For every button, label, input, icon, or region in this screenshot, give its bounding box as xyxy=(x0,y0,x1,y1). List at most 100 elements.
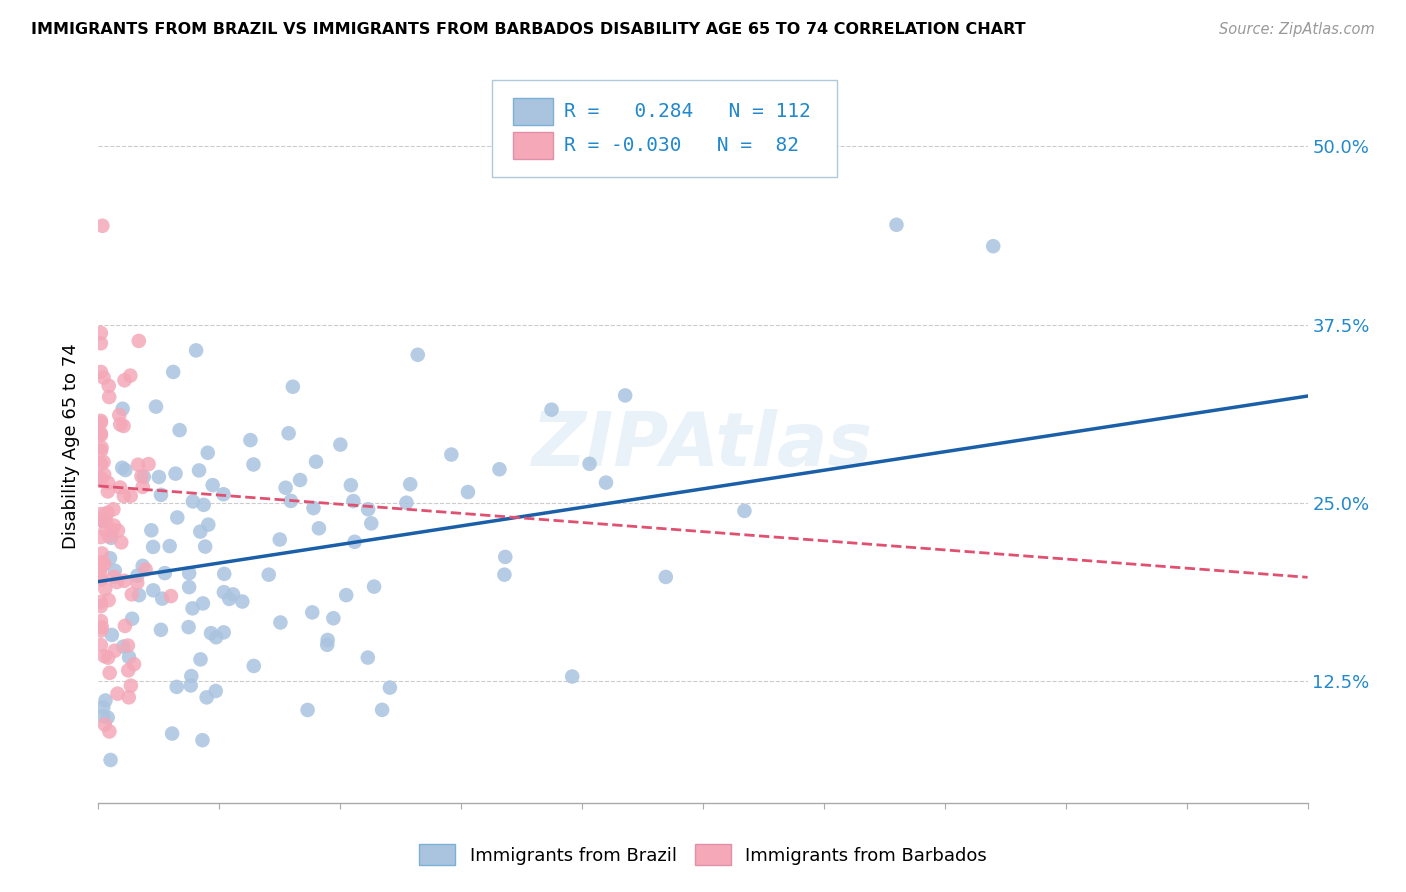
Point xyxy=(93,467,115,482)
Point xyxy=(90,365,112,379)
Point xyxy=(122,657,145,672)
Point xyxy=(100,531,122,545)
Point xyxy=(277,426,299,441)
Point xyxy=(281,380,304,394)
Point xyxy=(197,517,219,532)
Point xyxy=(112,419,135,434)
Point xyxy=(180,669,202,683)
Point xyxy=(90,573,112,587)
Point xyxy=(98,390,121,404)
Point xyxy=(159,539,181,553)
Point xyxy=(97,710,120,724)
Point xyxy=(90,473,112,487)
Y-axis label: Disability Age 65 to 74: Disability Age 65 to 74 xyxy=(62,343,80,549)
Point xyxy=(127,568,149,582)
Point xyxy=(184,343,207,358)
Point xyxy=(239,433,262,447)
Point xyxy=(91,709,114,723)
Point xyxy=(188,524,211,539)
Point xyxy=(100,753,122,767)
Point xyxy=(194,540,217,554)
Point xyxy=(142,540,165,554)
Point xyxy=(655,570,678,584)
Point xyxy=(269,615,291,630)
Point xyxy=(357,502,380,516)
Point xyxy=(335,588,357,602)
Point xyxy=(112,489,135,503)
Point xyxy=(94,513,117,527)
Point xyxy=(108,408,131,422)
Point xyxy=(148,470,170,484)
Point xyxy=(93,557,115,571)
Point xyxy=(90,595,112,609)
Point xyxy=(169,423,191,437)
Point xyxy=(406,348,429,362)
Point xyxy=(274,481,297,495)
Point xyxy=(128,588,150,602)
Point xyxy=(120,368,142,383)
Point xyxy=(93,370,115,384)
Point xyxy=(90,336,112,351)
Point xyxy=(561,669,583,683)
Point xyxy=(191,733,214,747)
Point xyxy=(212,487,235,501)
Point xyxy=(98,665,121,680)
Point xyxy=(322,611,344,625)
Point xyxy=(357,650,380,665)
Point xyxy=(160,589,183,603)
Point xyxy=(91,555,114,569)
Point xyxy=(90,472,112,486)
Point xyxy=(733,504,755,518)
Point xyxy=(90,624,112,638)
Point xyxy=(145,400,167,414)
Point xyxy=(104,564,127,578)
Point xyxy=(90,428,112,442)
Point xyxy=(90,513,112,527)
Point xyxy=(90,443,112,458)
Text: IMMIGRANTS FROM BRAZIL VS IMMIGRANTS FROM BARBADOS DISABILITY AGE 65 TO 74 CORRE: IMMIGRANTS FROM BRAZIL VS IMMIGRANTS FRO… xyxy=(31,22,1025,37)
Point xyxy=(90,471,112,485)
Point xyxy=(399,477,422,491)
Point xyxy=(150,591,173,606)
Point xyxy=(103,518,125,533)
Point xyxy=(180,678,202,692)
Text: R = -0.030   N =  82: R = -0.030 N = 82 xyxy=(564,136,799,155)
Point xyxy=(94,523,117,537)
Point xyxy=(981,239,1004,253)
Point xyxy=(193,498,215,512)
Point xyxy=(160,726,183,740)
Point xyxy=(108,481,131,495)
Text: ZIPAtlas: ZIPAtlas xyxy=(533,409,873,483)
Point xyxy=(120,489,142,503)
Point xyxy=(103,502,125,516)
Point xyxy=(142,583,165,598)
Point xyxy=(112,640,135,654)
Point xyxy=(111,401,134,416)
Point xyxy=(97,475,120,490)
Point xyxy=(195,690,218,705)
Point xyxy=(886,218,908,232)
Point xyxy=(166,510,188,524)
Point xyxy=(93,649,115,664)
Point xyxy=(90,416,112,430)
Point xyxy=(90,326,112,340)
Point xyxy=(494,567,516,582)
Point xyxy=(93,510,115,524)
Point xyxy=(457,485,479,500)
Point xyxy=(90,441,112,455)
Point xyxy=(90,414,112,428)
Point xyxy=(91,700,114,714)
Point xyxy=(101,523,124,537)
Point xyxy=(166,680,188,694)
Point xyxy=(177,620,200,634)
Point xyxy=(114,619,136,633)
Point xyxy=(121,587,143,601)
Point xyxy=(188,463,211,477)
Legend: Immigrants from Brazil, Immigrants from Barbados: Immigrants from Brazil, Immigrants from … xyxy=(412,837,994,872)
Point xyxy=(120,679,142,693)
Point xyxy=(149,488,172,502)
Point xyxy=(127,458,149,472)
Point xyxy=(395,496,418,510)
Point xyxy=(94,693,117,707)
Point xyxy=(132,558,155,573)
